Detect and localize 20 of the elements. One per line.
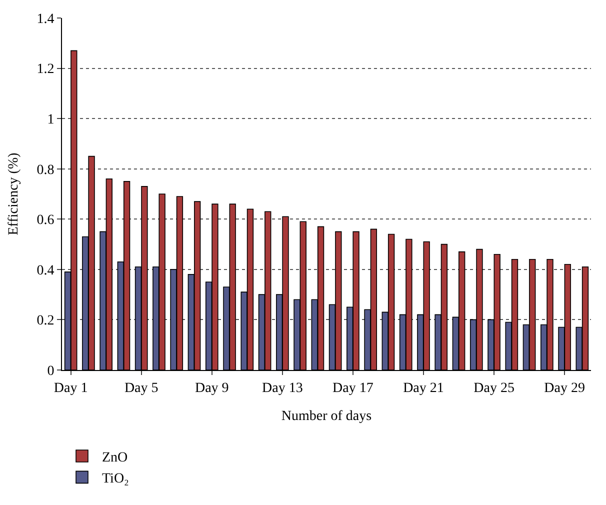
x-tick-label: Day 21 — [403, 380, 444, 396]
x-tick-label: Day 13 — [262, 380, 303, 396]
y-tick-label: 0.8 — [36, 162, 54, 178]
x-axis-title: Number of days — [281, 409, 372, 424]
x-tick-label: Day 17 — [332, 380, 374, 396]
y-tick-label: 0 — [47, 364, 54, 379]
x-tick-label: Day 9 — [194, 380, 229, 396]
legend-label: TiO₂ — [102, 472, 130, 487]
y-tick-label: 0.4 — [36, 263, 54, 278]
y-tick-label: 0.6 — [36, 213, 54, 228]
x-tick-label: Day 5 — [124, 380, 158, 396]
y-axis-title: Efficiency (%) — [6, 152, 22, 236]
legend-label: ZnO — [102, 450, 128, 466]
x-tick-label: Day 29 — [544, 380, 585, 396]
y-tick-label: 1.2 — [36, 62, 54, 78]
x-tick-label: Day 1 — [54, 380, 88, 396]
y-tick-label: 1 — [47, 112, 54, 128]
y-tick-label: 0.2 — [36, 314, 54, 329]
y-tick-label: 1.4 — [36, 12, 54, 27]
x-tick-label: Day 25 — [474, 380, 514, 396]
